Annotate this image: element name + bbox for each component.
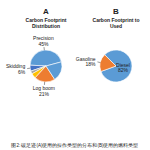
slice-label: 45% [38,41,49,47]
pie-chart: ACarbon FootprintDistributionPrecision45… [6,7,67,97]
leader-line [97,61,100,63]
pie-slice [100,55,116,72]
panel-label: B [113,7,119,16]
pie-slice [46,62,62,80]
slices [30,50,62,82]
pie-chart: BCarbon Footprint toUsedDiesel82%Gasolin… [76,7,140,83]
leader-line [44,47,45,50]
pie-slice [101,50,132,82]
chart-title: Used [110,23,122,29]
slice-label: 21% [39,91,50,97]
chart-title: Distribution [32,23,60,29]
slice-labels: Diesel82%Gasoline18% [76,56,130,74]
background [0,0,150,150]
leader-line [27,68,30,69]
slice-label: 18% [85,61,96,67]
panel-label: A [43,7,49,16]
slice-labels: Precision45%Skidding6%Log boom21% [6,35,55,96]
chart-svg: ACarbon FootprintDistributionPrecision45… [0,0,150,150]
slice-label: 6% [18,69,26,75]
caption: 图2: 碳足迹(A)使用的操作类型的分布和(B)使用的燃料类型 [11,142,138,148]
slices [100,50,132,82]
slice-label: 82% [118,67,129,73]
